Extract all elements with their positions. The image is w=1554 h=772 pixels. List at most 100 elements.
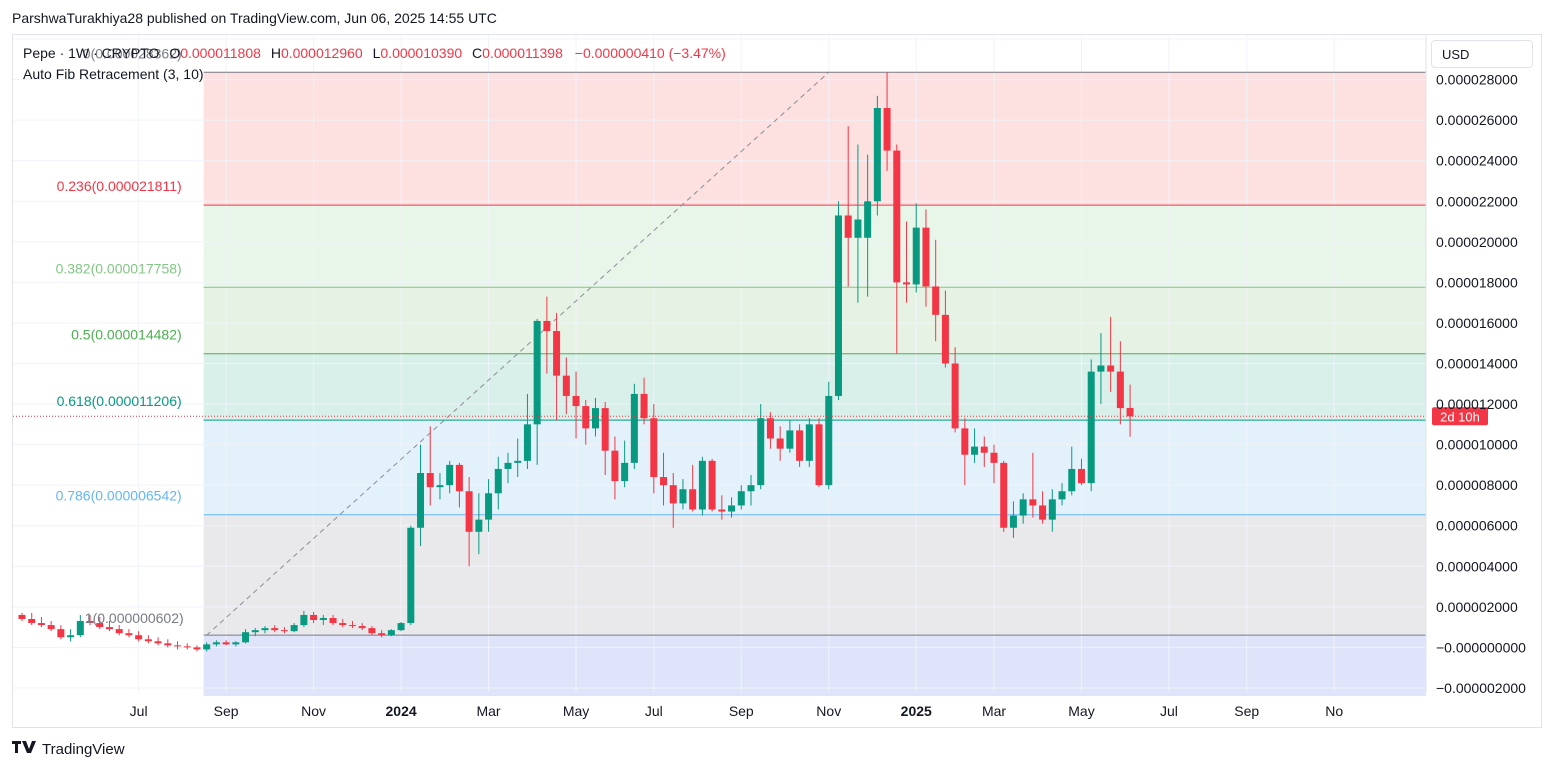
candle-body — [57, 629, 65, 638]
fib-level-label: 0.382(0.000017758) — [56, 260, 182, 276]
candle-body — [28, 619, 36, 624]
x-axis-tick-label: May — [563, 703, 589, 719]
footer: TradingView — [12, 740, 125, 758]
y-axis-tick-label: 0.000012000 — [1436, 396, 1518, 412]
candle-body — [475, 519, 483, 532]
candle-body — [1058, 491, 1066, 500]
candle-body — [105, 627, 113, 630]
candle-body — [1107, 365, 1115, 372]
candle-body — [582, 406, 590, 429]
candle-body — [1087, 371, 1095, 484]
change-value: −0.000000410 (−3.47%) — [574, 45, 726, 61]
candle-body — [1039, 505, 1047, 520]
x-axis-tick-label: May — [1068, 703, 1094, 719]
fib-level-label: 1(0.000000602) — [85, 610, 184, 626]
x-axis-tick-label: Mar — [982, 703, 1006, 719]
candle-body — [271, 628, 279, 631]
candle-body — [310, 614, 318, 621]
current-price-countdown: 2d 10h — [1440, 409, 1480, 424]
fib-zone — [203, 635, 1427, 697]
indicator-label[interactable]: Auto Fib Retracement (3, 10) — [23, 66, 204, 82]
candle-body — [1116, 371, 1124, 409]
candle-body — [679, 489, 687, 504]
x-axis-tick-label: Sep — [729, 703, 754, 719]
fib-level-label: 0.5(0.000014482) — [71, 327, 182, 343]
candle-body — [698, 460, 706, 510]
candle-body — [76, 621, 84, 636]
candle-body — [951, 363, 959, 429]
candle-body — [533, 320, 541, 425]
candle-body — [747, 485, 755, 492]
candle-body — [174, 645, 182, 647]
open-label: O — [169, 45, 181, 61]
x-axis-tick-label: Nov — [301, 703, 326, 719]
candle-body — [1048, 499, 1056, 520]
candle-body — [660, 477, 668, 486]
candle-body — [18, 614, 26, 619]
candle-body — [144, 639, 152, 642]
x-axis-tick-label: Jul — [645, 703, 663, 719]
candle-body — [125, 633, 133, 636]
brand-name[interactable]: TradingView — [42, 740, 125, 758]
chart-legend: Pepe · 1W · CRYPTO O0.000011808 H0.00001… — [23, 45, 726, 61]
candle-body — [562, 375, 570, 396]
candle-body — [1019, 499, 1027, 516]
candle-body — [611, 450, 619, 482]
y-axis-tick-label: 0.000018000 — [1436, 274, 1518, 290]
fib-trend-line — [206, 71, 830, 636]
high-label: H — [270, 45, 281, 61]
candle-body — [718, 509, 726, 512]
candle-body — [591, 408, 599, 429]
candle-body — [932, 286, 940, 315]
y-axis-tick-label: −0.000000000 — [1436, 639, 1526, 655]
candle-body — [669, 485, 677, 504]
fib-level-label: 0.618(0.000011206) — [57, 393, 182, 409]
candle-body — [776, 438, 784, 449]
candle-body — [523, 424, 531, 461]
candle-body — [96, 623, 104, 628]
candle-body — [922, 227, 930, 287]
fib-zone — [203, 353, 1427, 421]
candle-body — [1000, 462, 1008, 528]
x-axis-tick-label: Mar — [476, 703, 500, 719]
candle-body — [504, 462, 512, 469]
candle-body — [757, 418, 765, 486]
x-axis-tick-label: Nov — [816, 703, 841, 719]
candle-body — [864, 201, 872, 238]
candle-body — [485, 493, 493, 520]
candle-body — [193, 647, 201, 650]
candle-body — [689, 489, 697, 510]
fib-zone — [203, 72, 1427, 206]
fib-zone — [203, 287, 1427, 354]
y-axis-tick-label: −0.000002000 — [1436, 680, 1526, 696]
y-axis-tick-label: 0.000020000 — [1436, 234, 1518, 250]
candle-body — [455, 464, 463, 492]
candle-body — [601, 408, 609, 451]
candle-body — [358, 626, 366, 629]
candle-body — [154, 641, 162, 644]
candle-body — [728, 505, 736, 512]
low-value: 0.000010390 — [380, 45, 463, 61]
x-axis-tick-label: Jul — [1160, 703, 1178, 719]
candle-body — [650, 418, 658, 478]
candle-body — [164, 643, 172, 646]
candle-body — [232, 642, 240, 645]
candle-body — [825, 395, 833, 486]
publisher-line: ParshwaTurakhiya28 published on TradingV… — [12, 10, 497, 26]
candle-body — [339, 623, 347, 626]
candle-body — [903, 282, 911, 285]
candle-body — [465, 491, 473, 532]
candle-body — [1068, 468, 1076, 492]
symbol-label: Pepe · 1W · CRYPTO — [23, 45, 160, 61]
candle-body — [873, 108, 881, 202]
fib-zone — [203, 420, 1427, 515]
y-axis-tick-label: 0.000016000 — [1436, 315, 1518, 331]
candle-body — [436, 485, 444, 488]
y-axis-tick-label: 0.000026000 — [1436, 112, 1518, 128]
currency-button[interactable]: USD — [1431, 40, 1533, 68]
candle-body — [115, 629, 123, 634]
candle-body — [290, 625, 298, 632]
candle-body — [348, 625, 356, 627]
x-axis-tick-label: No — [1325, 703, 1343, 719]
